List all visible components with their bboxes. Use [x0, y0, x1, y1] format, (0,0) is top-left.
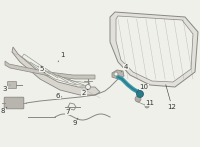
Text: 9: 9: [73, 118, 78, 126]
FancyBboxPatch shape: [4, 97, 24, 109]
Circle shape: [135, 96, 141, 102]
Text: 11: 11: [145, 100, 154, 106]
Text: 8: 8: [1, 107, 7, 114]
Circle shape: [86, 85, 90, 90]
Text: 2: 2: [82, 89, 88, 96]
Polygon shape: [5, 61, 95, 79]
Text: 7: 7: [66, 108, 70, 115]
Circle shape: [136, 91, 144, 97]
Text: 6: 6: [56, 93, 62, 99]
Polygon shape: [116, 16, 193, 82]
Circle shape: [145, 104, 149, 108]
Polygon shape: [110, 12, 198, 87]
Polygon shape: [112, 70, 124, 79]
Text: 1: 1: [58, 52, 64, 62]
Text: 4: 4: [121, 64, 128, 72]
Polygon shape: [12, 47, 100, 95]
Text: 12: 12: [166, 85, 176, 110]
Circle shape: [114, 72, 118, 76]
Text: 3: 3: [3, 85, 10, 92]
Polygon shape: [22, 54, 90, 86]
FancyBboxPatch shape: [8, 81, 16, 88]
Text: 5: 5: [40, 66, 45, 73]
Text: 10: 10: [138, 84, 148, 90]
